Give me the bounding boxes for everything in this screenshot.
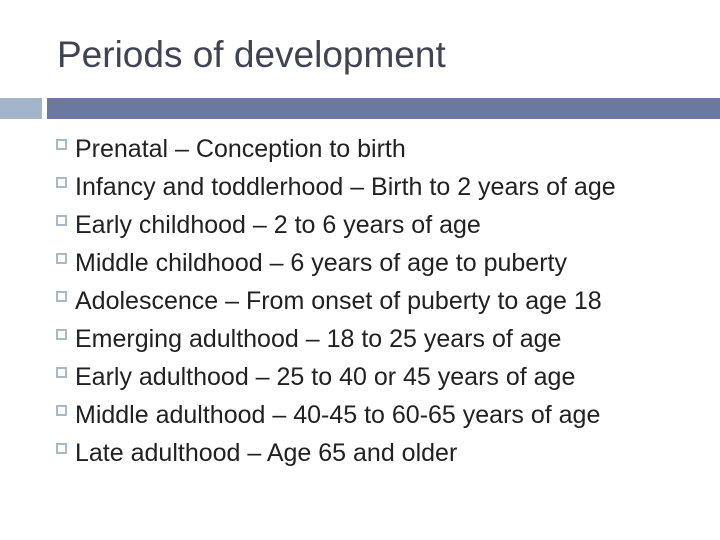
- accent-band-dark-segment: [47, 98, 720, 119]
- list-item: Early childhood – 2 to 6 years of age: [56, 206, 616, 244]
- list-item: Emerging adulthood – 18 to 25 years of a…: [56, 320, 616, 358]
- bullet-square-icon: [56, 139, 67, 150]
- slide-title: Periods of development: [57, 34, 446, 75]
- list-item: Middle childhood – 6 years of age to pub…: [56, 244, 616, 282]
- bullet-text: Adolescence – From onset of puberty to a…: [75, 287, 602, 315]
- list-item: Middle adulthood – 40-45 to 60-65 years …: [56, 396, 616, 434]
- bullet-text: Early adulthood – 25 to 40 or 45 years o…: [75, 363, 576, 391]
- bullet-square-icon: [56, 329, 67, 340]
- bullet-square-icon: [56, 215, 67, 226]
- bullet-text: Late adulthood – Age 65 and older: [75, 439, 458, 467]
- accent-band-light-segment: [0, 98, 42, 119]
- bullet-text: Prenatal – Conception to birth: [75, 135, 406, 163]
- list-item: Late adulthood – Age 65 and older: [56, 434, 616, 472]
- title-accent-band: [0, 98, 720, 119]
- list-item: Adolescence – From onset of puberty to a…: [56, 282, 616, 320]
- bullet-text: Emerging adulthood – 18 to 25 years of a…: [75, 325, 562, 353]
- list-item: Infancy and toddlerhood – Birth to 2 yea…: [56, 168, 616, 206]
- list-item: Early adulthood – 25 to 40 or 45 years o…: [56, 358, 616, 396]
- bullet-square-icon: [56, 253, 67, 264]
- bullet-square-icon: [56, 177, 67, 188]
- bullet-square-icon: [56, 291, 67, 302]
- bullet-text: Infancy and toddlerhood – Birth to 2 yea…: [75, 173, 616, 201]
- bullet-list: Prenatal – Conception to birth Infancy a…: [56, 130, 616, 472]
- bullet-square-icon: [56, 405, 67, 416]
- bullet-square-icon: [56, 443, 67, 454]
- bullet-square-icon: [56, 367, 67, 378]
- list-item: Prenatal – Conception to birth: [56, 130, 616, 168]
- bullet-text: Middle childhood – 6 years of age to pub…: [75, 249, 567, 277]
- bullet-text: Early childhood – 2 to 6 years of age: [75, 211, 481, 239]
- bullet-text: Middle adulthood – 40-45 to 60-65 years …: [75, 401, 601, 429]
